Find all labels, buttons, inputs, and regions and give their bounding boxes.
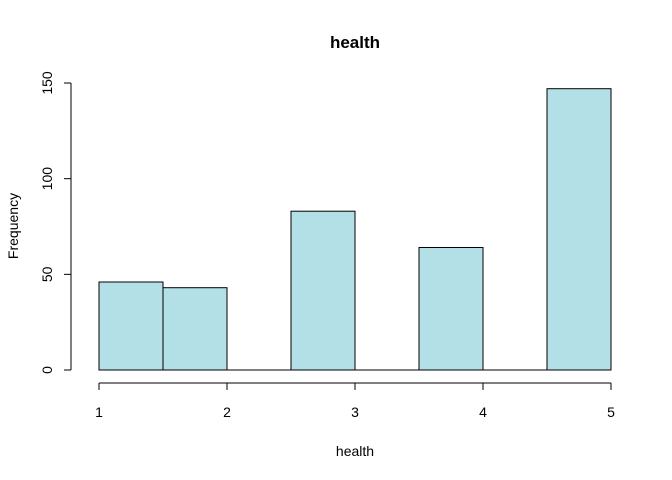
y-tick-label-50: 50: [39, 266, 55, 282]
x-tick-label-2: 2: [223, 404, 231, 420]
x-tick-label-4: 4: [479, 404, 487, 420]
x-tick-label-5: 5: [607, 404, 615, 420]
x-tick-label-1: 1: [95, 404, 103, 420]
x-axis-label: health: [336, 443, 374, 459]
histogram-bar-4: [290, 210, 356, 371]
x-tick-label-3: 3: [351, 404, 359, 420]
chart-title: health: [330, 33, 380, 52]
bars-layer: [98, 88, 612, 371]
histogram-bar-8: [546, 88, 612, 371]
y-tick-label-100: 100: [39, 167, 55, 191]
y-tick-label-150: 150: [39, 71, 55, 95]
y-tick-label-0: 0: [39, 366, 55, 374]
y-axis: 0 50 100 150: [39, 71, 72, 374]
histogram-bar-2: [162, 287, 228, 371]
x-axis: 1 2 3 4 5: [95, 382, 615, 420]
y-axis-label: Frequency: [5, 193, 21, 259]
histogram-bar-6: [418, 247, 484, 371]
histogram-bar-1: [98, 281, 164, 371]
